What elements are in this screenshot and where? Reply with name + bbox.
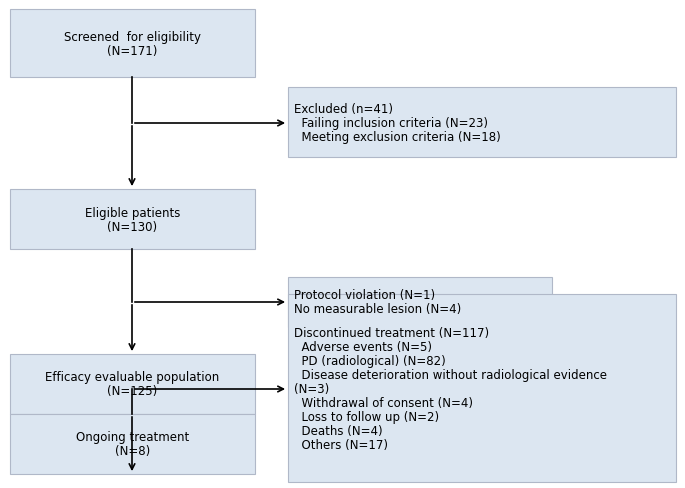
Text: Excluded (n=41): Excluded (n=41) <box>294 102 393 115</box>
FancyBboxPatch shape <box>288 278 552 327</box>
Text: Discontinued treatment (N=117): Discontinued treatment (N=117) <box>294 326 489 339</box>
Text: (N=125): (N=125) <box>108 385 158 398</box>
Text: (N=171): (N=171) <box>108 44 158 58</box>
Text: (N=130): (N=130) <box>108 220 158 233</box>
Text: Protocol violation (N=1): Protocol violation (N=1) <box>294 289 435 302</box>
Text: Failing inclusion criteria (N=23): Failing inclusion criteria (N=23) <box>294 116 488 129</box>
Text: Disease deterioration without radiological evidence: Disease deterioration without radiologic… <box>294 368 607 381</box>
FancyBboxPatch shape <box>10 414 255 474</box>
Text: Meeting exclusion criteria (N=18): Meeting exclusion criteria (N=18) <box>294 130 501 143</box>
FancyBboxPatch shape <box>288 88 676 158</box>
FancyBboxPatch shape <box>10 10 255 78</box>
Text: No measurable lesion (N=4): No measurable lesion (N=4) <box>294 303 461 316</box>
Text: Adverse events (N=5): Adverse events (N=5) <box>294 340 432 353</box>
Text: Ongoing treatment: Ongoing treatment <box>76 430 189 444</box>
Text: PD (radiological) (N=82): PD (radiological) (N=82) <box>294 354 446 367</box>
Text: Deaths (N=4): Deaths (N=4) <box>294 424 383 437</box>
FancyBboxPatch shape <box>288 294 676 482</box>
Text: Loss to follow up (N=2): Loss to follow up (N=2) <box>294 409 439 423</box>
Text: Withdrawal of consent (N=4): Withdrawal of consent (N=4) <box>294 396 473 408</box>
Text: (N=3): (N=3) <box>294 382 329 395</box>
Text: Efficacy evaluable population: Efficacy evaluable population <box>45 371 220 384</box>
FancyBboxPatch shape <box>10 190 255 249</box>
Text: (N=8): (N=8) <box>115 445 150 458</box>
FancyBboxPatch shape <box>10 354 255 414</box>
Text: Eligible patients: Eligible patients <box>85 206 180 219</box>
Text: Screened  for eligibility: Screened for eligibility <box>64 30 201 43</box>
Text: Others (N=17): Others (N=17) <box>294 438 388 450</box>
